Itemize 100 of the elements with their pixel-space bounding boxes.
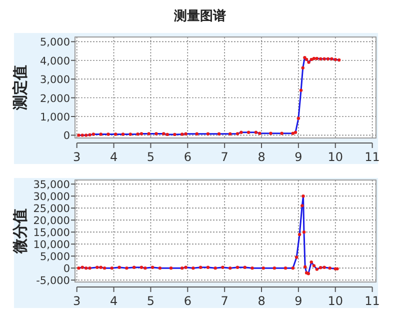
- point: [300, 204, 304, 208]
- point: [272, 266, 276, 270]
- point: [92, 132, 96, 136]
- y-tick-label: 2,000: [40, 92, 70, 105]
- point: [310, 260, 313, 264]
- point: [315, 268, 319, 271]
- point: [330, 57, 334, 60]
- y-axis-title: 微分值: [11, 208, 29, 254]
- point: [334, 58, 337, 62]
- point: [262, 266, 265, 270]
- point: [106, 132, 110, 136]
- point: [195, 132, 198, 136]
- point: [88, 133, 92, 136]
- point: [166, 132, 169, 136]
- point: [84, 266, 88, 270]
- point: [312, 264, 316, 268]
- x-tick-label: 5: [146, 294, 155, 308]
- point: [236, 266, 240, 269]
- point: [280, 132, 284, 135]
- x-tick-label: 4: [110, 150, 118, 164]
- x-tick-label: 4: [110, 294, 118, 308]
- point: [298, 232, 302, 236]
- point: [328, 266, 332, 270]
- point: [173, 132, 176, 136]
- point: [192, 266, 195, 270]
- point: [96, 266, 99, 269]
- point: [228, 266, 232, 270]
- x-tick-label: 10: [328, 150, 344, 164]
- y-tick-label: -5,000: [36, 275, 70, 288]
- point: [312, 56, 316, 60]
- x-tick-label: 9: [294, 294, 302, 308]
- point: [258, 132, 262, 135]
- point: [77, 134, 80, 137]
- point: [291, 266, 294, 270]
- x-tick-label: 7: [220, 150, 228, 164]
- point: [99, 132, 102, 136]
- point: [180, 132, 184, 136]
- point: [88, 266, 92, 270]
- point: [221, 266, 224, 269]
- point: [198, 266, 202, 269]
- point: [310, 58, 313, 62]
- point: [140, 266, 144, 269]
- chart-title: 测量图谱: [173, 8, 226, 24]
- point: [125, 266, 128, 270]
- point: [319, 266, 322, 270]
- point: [150, 266, 154, 269]
- point: [240, 130, 243, 134]
- x-tick-label: 7: [220, 294, 228, 308]
- y-tick-label: 15,000: [33, 227, 70, 240]
- point: [136, 132, 140, 136]
- x-tick-label: 9: [294, 150, 302, 164]
- point: [184, 132, 188, 136]
- point: [299, 88, 303, 92]
- point: [114, 132, 118, 136]
- point: [147, 132, 150, 136]
- point: [154, 132, 158, 136]
- x-tick-label: 11: [364, 294, 380, 308]
- x-tick-label: 3: [73, 150, 81, 164]
- point: [301, 66, 304, 70]
- point: [118, 266, 121, 269]
- point: [294, 130, 298, 134]
- y-tick-label: 0: [63, 130, 70, 142]
- point: [132, 266, 136, 269]
- point: [121, 132, 125, 136]
- point: [214, 266, 217, 270]
- y-tick-label: 5,000: [40, 251, 70, 264]
- point: [84, 134, 88, 137]
- x-tick-label: 10: [328, 294, 344, 308]
- point: [128, 132, 132, 136]
- point: [303, 265, 307, 268]
- point: [184, 266, 188, 269]
- point: [206, 266, 210, 269]
- y-tick-label: 5,000: [40, 36, 70, 49]
- y-tick-label: 0: [63, 263, 70, 276]
- point: [337, 58, 341, 62]
- y-tick-label: 4,000: [40, 55, 70, 68]
- y-tick-label: 3,000: [40, 74, 70, 86]
- point: [80, 134, 84, 137]
- x-tick-label: 5: [146, 150, 155, 164]
- point: [322, 266, 326, 269]
- y-tick-label: 30,000: [33, 191, 70, 204]
- y-tick-label: 10,000: [33, 239, 70, 252]
- point: [77, 266, 80, 270]
- point: [326, 57, 330, 60]
- point: [291, 132, 294, 135]
- point: [296, 116, 300, 120]
- point: [236, 132, 240, 136]
- point: [243, 266, 246, 269]
- point: [302, 230, 306, 234]
- point: [302, 194, 305, 198]
- point: [99, 266, 102, 269]
- point: [246, 130, 250, 134]
- x-tick-label: 8: [258, 150, 266, 164]
- point: [319, 57, 322, 60]
- x-tick-label: 8: [258, 294, 266, 308]
- point: [140, 132, 144, 136]
- point: [269, 132, 272, 135]
- y-tick-label: 20,000: [33, 215, 70, 228]
- point: [307, 60, 310, 64]
- point: [322, 57, 326, 60]
